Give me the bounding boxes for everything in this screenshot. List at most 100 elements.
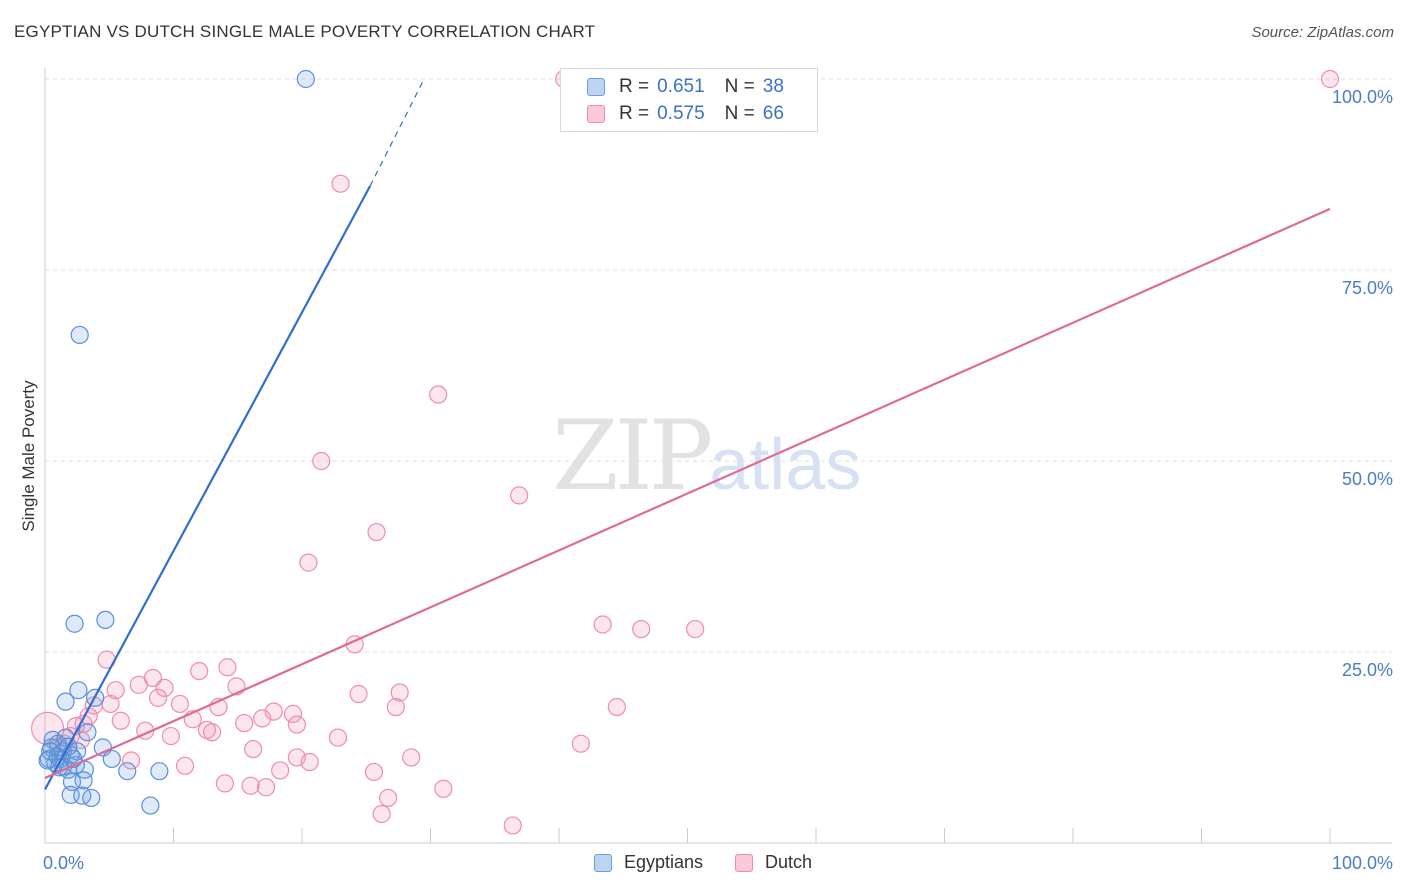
legend-swatch-egyptians [587, 78, 605, 96]
dutch-point [300, 752, 319, 772]
dutch-point [121, 751, 141, 770]
series-legend: Egyptians Dutch [0, 852, 1406, 873]
source-label: Source: ZipAtlas.com [1251, 24, 1394, 41]
legend-row-dutch: R = 0.575 N = 66 [587, 102, 784, 126]
legend-r-label: R = [619, 76, 650, 97]
dutch-point [106, 681, 125, 700]
dutch-point [593, 615, 612, 634]
dutch-point [402, 748, 421, 767]
legend-n-value: 66 [762, 103, 784, 124]
dutch-point [129, 675, 148, 694]
y-tick-label: 50.0% [1342, 469, 1393, 489]
dutch-point [155, 678, 174, 698]
dutch-point [364, 762, 384, 782]
dutch-point [503, 816, 522, 835]
dutch-point [632, 619, 651, 639]
dutch-trend-line [44, 207, 1331, 780]
dutch-point [241, 776, 260, 795]
dutch-point [202, 723, 222, 742]
legend: R = 0.651 N = 38 R = 0.575 N = 66 [560, 68, 818, 132]
legend-r-value: 0.651 [657, 76, 705, 97]
dutch-point [372, 804, 391, 824]
egyptian-point [74, 771, 93, 790]
legend-n-label: N = [724, 76, 755, 97]
dutch-point [510, 486, 529, 505]
egyptian-point [141, 796, 160, 815]
trend-lines [44, 78, 1331, 791]
legend-r-label: R = [619, 103, 650, 124]
legend-n-value: 38 [762, 76, 784, 97]
dutch-point [218, 658, 237, 677]
dutch-point [328, 728, 348, 747]
dutch-point [434, 779, 453, 798]
series-swatch-egyptians [593, 853, 612, 872]
y-tick-label: 25.0% [1342, 660, 1393, 680]
dutch-point [30, 711, 65, 746]
series-legend-dutch[interactable]: Dutch [735, 852, 812, 873]
tick-labels: 100.0% 75.0% 50.0% 25.0% 0.0% 100.0% [43, 87, 1393, 873]
x-tick-label: 100.0% [1332, 853, 1393, 873]
dutch-point [111, 711, 130, 730]
egyptian-point [62, 772, 82, 791]
egyptian-point [150, 762, 169, 781]
dutch-point [271, 761, 290, 780]
dutch-point [253, 709, 272, 728]
egyptian-points [38, 69, 315, 815]
dutch-point [312, 451, 331, 471]
dutch-point [175, 756, 195, 775]
dutch-point [367, 522, 386, 542]
dutch-point [429, 385, 448, 404]
egyptian-point [69, 681, 88, 700]
egyptians-trend-extension [369, 78, 425, 187]
dutch-point [101, 694, 120, 714]
dutch-point [386, 697, 405, 717]
egyptian-point [96, 610, 115, 630]
egyptian-point [56, 692, 75, 711]
egyptian-point [102, 749, 121, 769]
dutch-point [190, 661, 209, 681]
legend-row-egyptians: R = 0.651 N = 38 [587, 75, 784, 99]
dutch-point [331, 174, 350, 193]
legend-swatch-dutch [587, 105, 605, 123]
dutch-point [349, 684, 368, 704]
series-legend-egyptians[interactable]: Egyptians [593, 852, 704, 873]
egyptian-point [65, 614, 84, 633]
egyptian-point [82, 788, 101, 808]
dutch-point [607, 697, 626, 717]
y-tick-label: 100.0% [1332, 87, 1393, 107]
egyptian-point [70, 325, 89, 345]
dutch-point [299, 553, 318, 572]
series-label-egyptians: Egyptians [623, 852, 704, 872]
series-label-dutch: Dutch [765, 852, 813, 872]
dutch-point [161, 726, 181, 746]
dutch-points [30, 69, 1340, 835]
dutch-point [215, 774, 234, 793]
dutch-point [378, 788, 398, 808]
series-swatch-dutch [735, 853, 754, 872]
dutch-point [283, 704, 303, 723]
dutch-point [235, 713, 254, 733]
dutch-point [148, 688, 168, 707]
egyptian-point [296, 69, 315, 89]
dutch-point [170, 694, 190, 714]
dutch-point [571, 734, 590, 753]
watermark-atlas: atlas [709, 425, 862, 505]
axes [44, 68, 1392, 844]
dutch-point [390, 683, 409, 702]
dutch-point [686, 619, 705, 639]
gridlines [45, 78, 1392, 653]
legend-n-label: N = [724, 103, 755, 124]
y-tick-label: 75.0% [1342, 278, 1393, 298]
egyptian-point [118, 762, 137, 781]
dutch-point [256, 778, 276, 797]
dutch-point [287, 715, 306, 734]
egyptian-point [38, 751, 57, 770]
dutch-point [1320, 69, 1340, 89]
x-tick-label: 0.0% [43, 853, 84, 873]
chart-title: EGYPTIAN VS DUTCH SINGLE MALE POVERTY CO… [14, 22, 596, 41]
egyptians-trend-line [44, 185, 372, 791]
legend-r-value: 0.575 [657, 103, 705, 124]
egyptian-point [78, 723, 97, 742]
y-axis-label: Single Male Poverty [19, 380, 38, 532]
